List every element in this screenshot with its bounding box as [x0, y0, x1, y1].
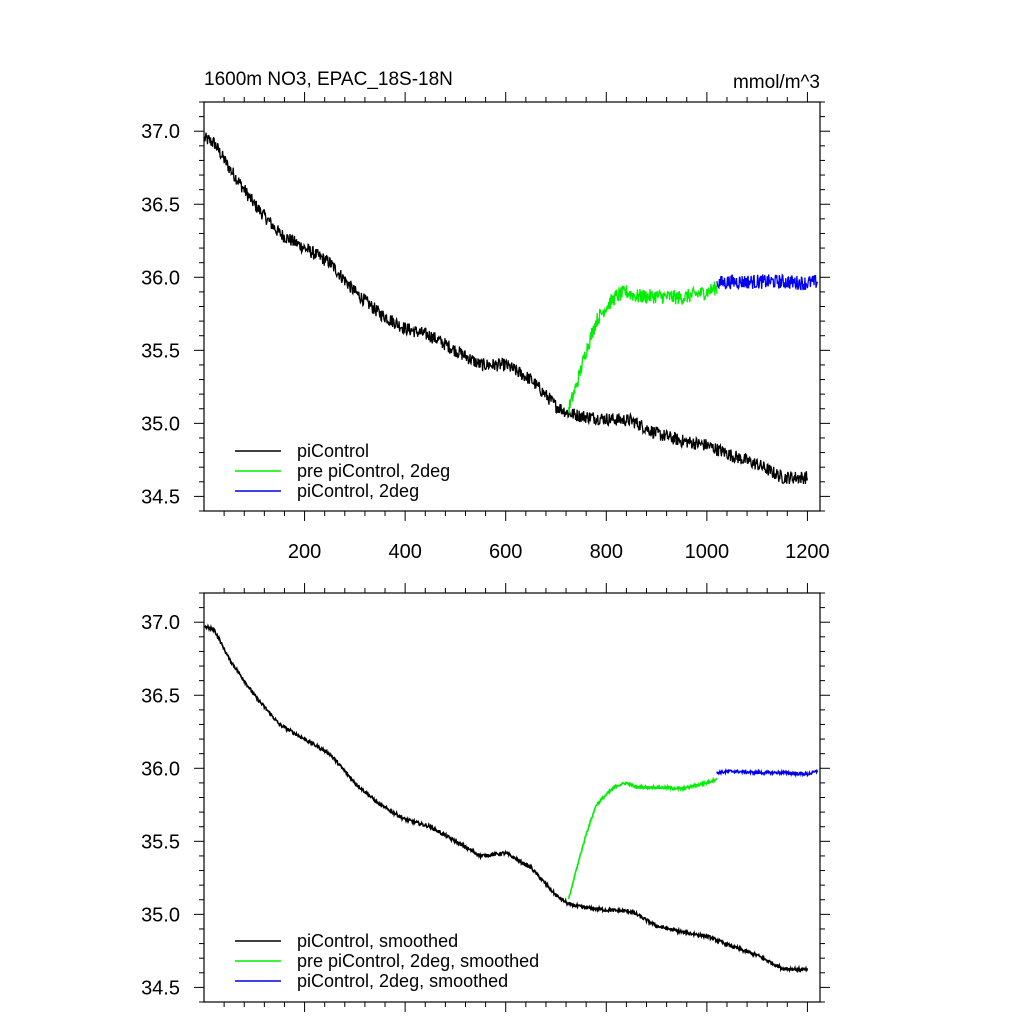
- series-line-1: [204, 623, 809, 974]
- legend-label: pre piControl, 2deg, smoothed: [297, 951, 539, 971]
- series-line-3: [716, 273, 819, 291]
- y-tick-label: 36.5: [141, 194, 180, 216]
- legend-entry-1: piControl: [235, 441, 369, 461]
- chart-title-left: 1600m NO3, EPAC_18S-18N: [204, 69, 453, 90]
- legend-label: piControl: [297, 441, 369, 461]
- legend-label: piControl, 2deg: [297, 481, 419, 501]
- legend-entry-3: piControl, 2deg: [235, 481, 419, 501]
- axes-top: 34.5 35.0 35.5 36.0 36.5 37.0 200 400 600 800 1000…: [141, 92, 830, 563]
- x-tick-label: 800: [590, 541, 623, 563]
- legend-entry-3: piControl, 2deg, smoothed: [235, 971, 508, 991]
- legend-label: piControl, smoothed: [297, 931, 458, 951]
- panel-top: 1600m NO3, EPAC_18S-18N mmol/m^3 34.5 35.…: [141, 69, 830, 563]
- panel-bottom: 34.5 35.0 35.5 36.0 36.5 37.0 piControl, smoo…: [141, 583, 830, 1012]
- plot-area-bottom: [204, 623, 819, 974]
- y-tick-label: 35.5: [141, 831, 180, 853]
- x-tick-label: 1000: [685, 541, 730, 563]
- legend-entry-1: piControl, smoothed: [235, 931, 458, 951]
- y-tick-label: 34.5: [141, 977, 180, 999]
- axes-bottom: 34.5 35.0 35.5 36.0 36.5 37.0: [141, 583, 830, 1012]
- legend-entry-2: pre piControl, 2deg, smoothed: [235, 951, 539, 971]
- series-line-1: [203, 132, 809, 485]
- y-tick-label: 35.5: [141, 340, 180, 362]
- x-tick-label: 200: [288, 541, 321, 563]
- y-tick-label: 34.5: [141, 486, 180, 508]
- x-tick-label: 400: [388, 541, 421, 563]
- series-line-2: [567, 281, 718, 414]
- x-tick-label: 600: [489, 541, 522, 563]
- chart-title-right: mmol/m^3: [733, 72, 820, 93]
- y-tick-label: 37.0: [141, 121, 180, 143]
- series-line-3: [716, 768, 819, 778]
- y-tick-label: 36.0: [141, 758, 180, 780]
- series-line-2: [567, 776, 718, 900]
- legend-label: piControl, 2deg, smoothed: [297, 971, 508, 991]
- y-tick-label: 35.0: [141, 904, 180, 926]
- legend-label: pre piControl, 2deg: [297, 461, 450, 481]
- y-tick-label: 35.0: [141, 413, 180, 435]
- legend-entry-2: pre piControl, 2deg: [235, 461, 450, 481]
- y-tick-label: 37.0: [141, 612, 180, 634]
- y-tick-label: 36.0: [141, 267, 180, 289]
- plot-area-top: [203, 132, 819, 485]
- y-tick-label: 36.5: [141, 685, 180, 707]
- x-tick-label: 1200: [785, 541, 830, 563]
